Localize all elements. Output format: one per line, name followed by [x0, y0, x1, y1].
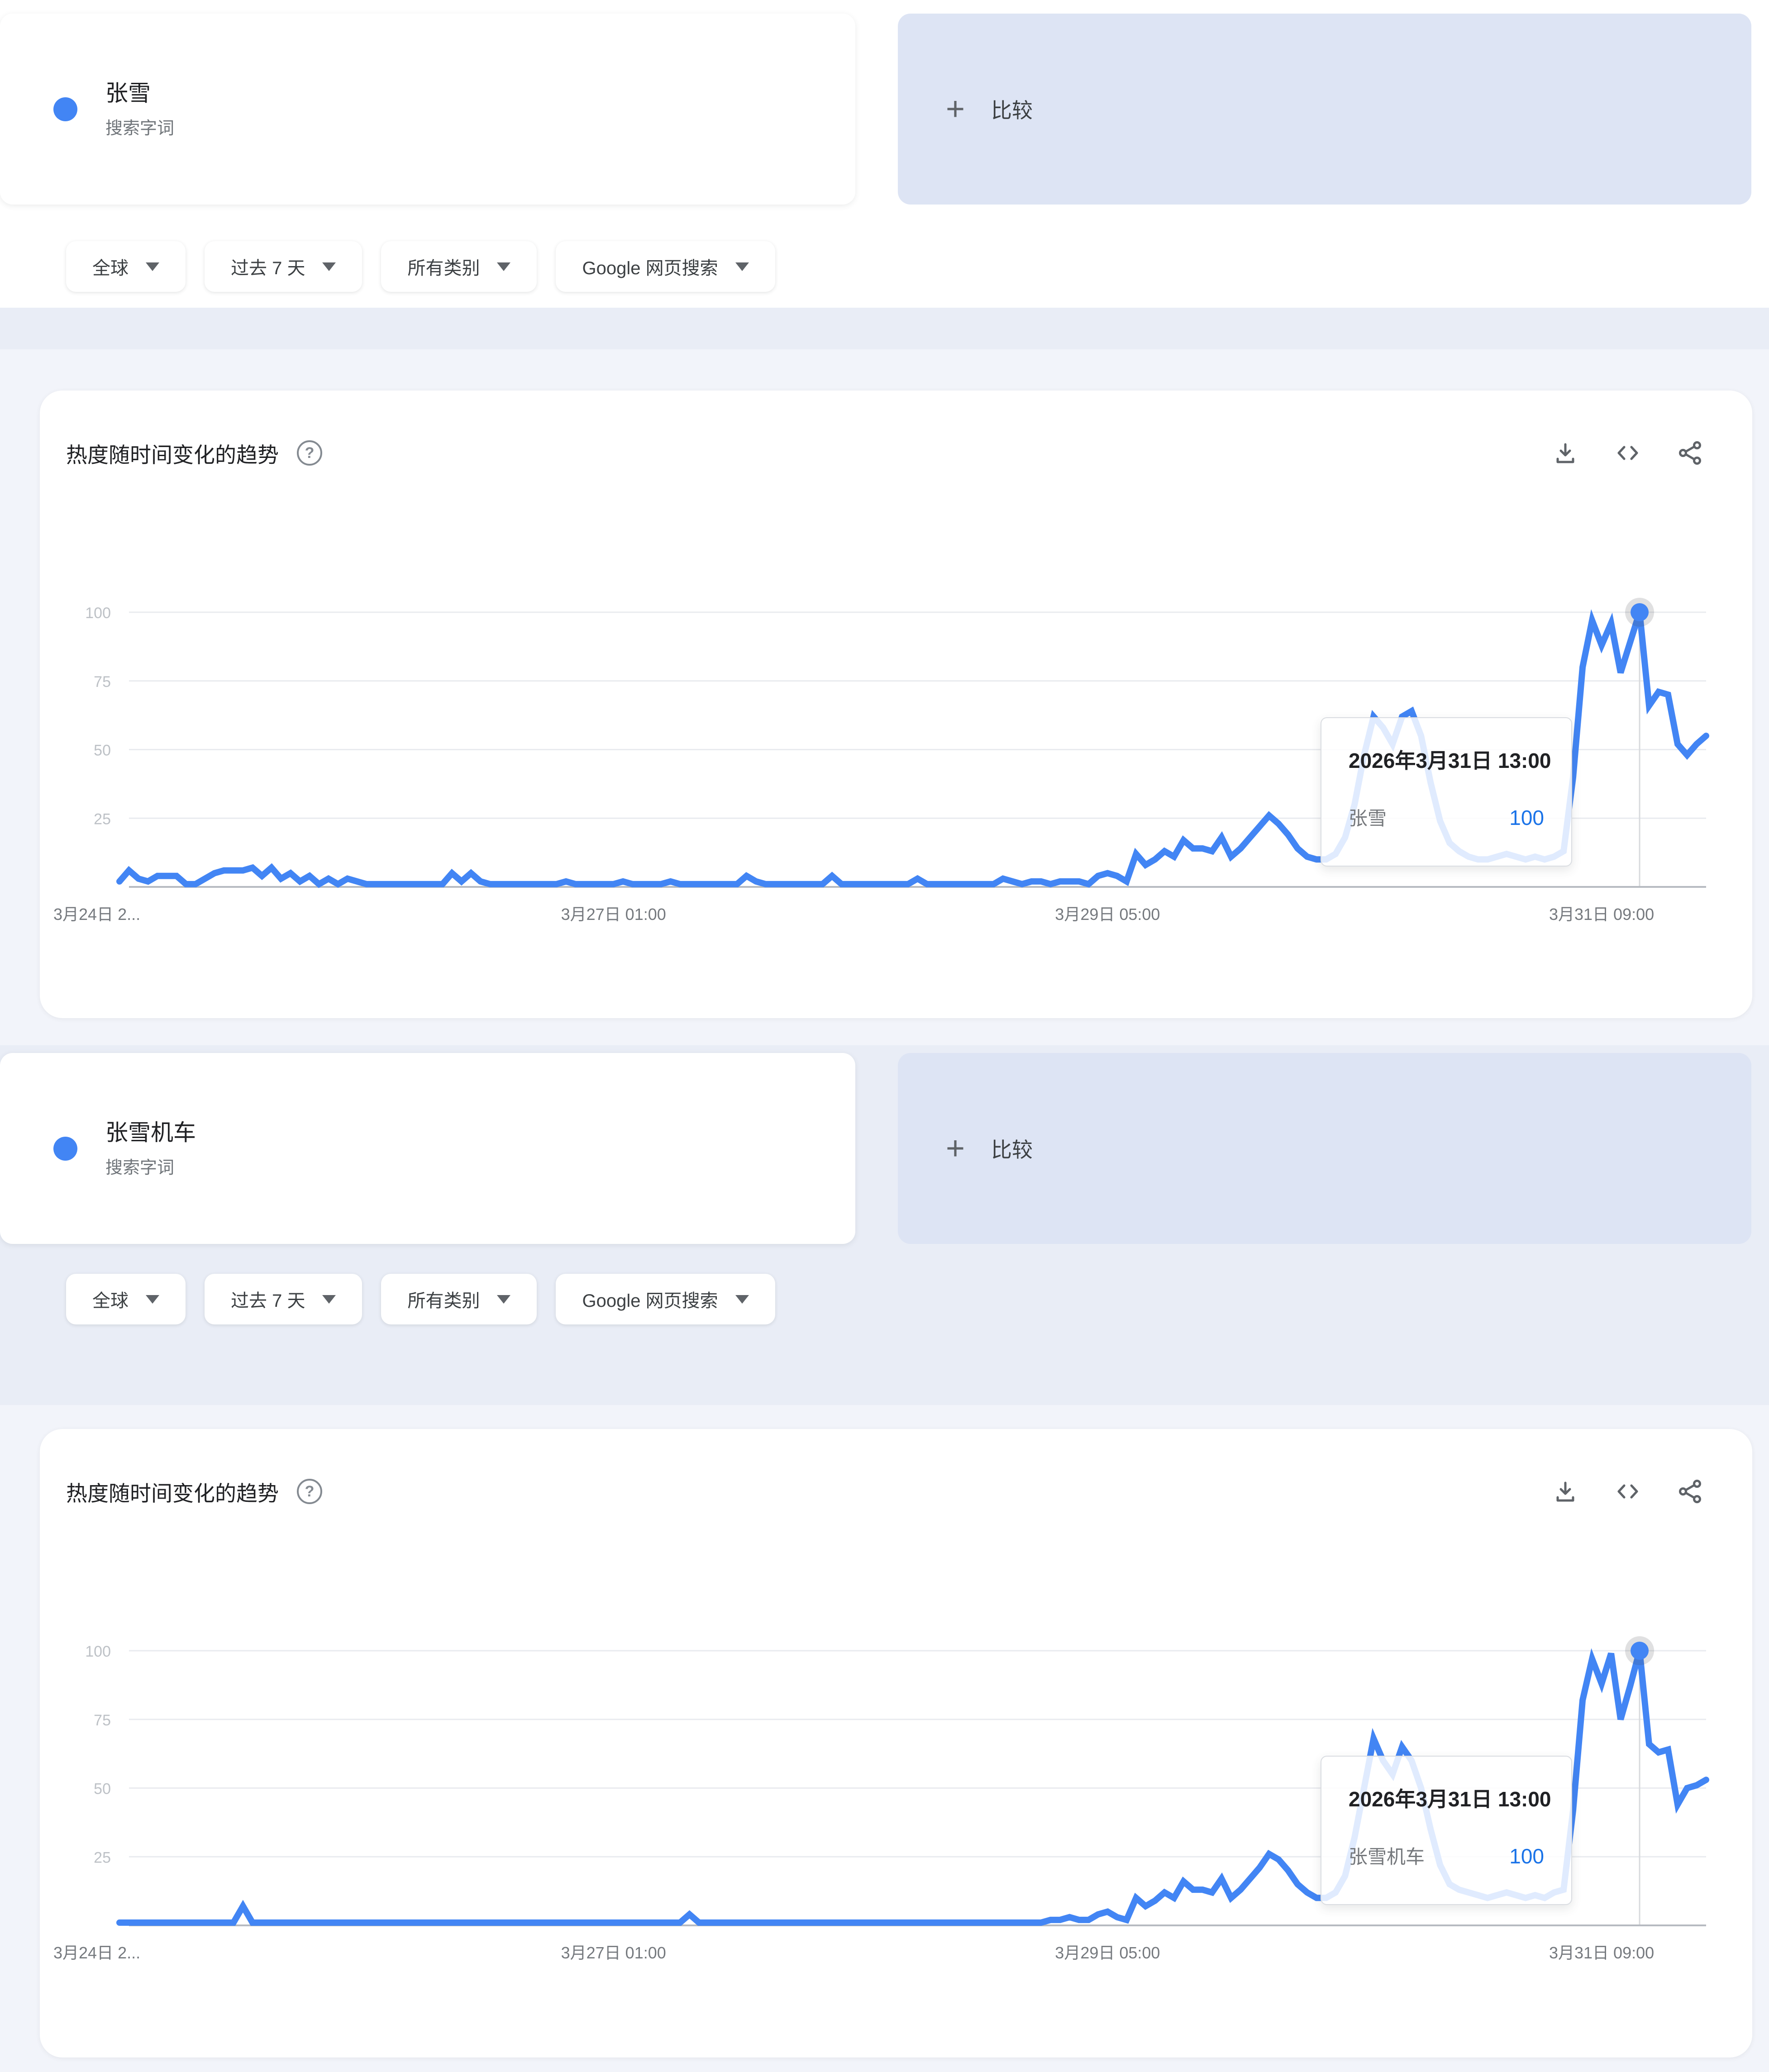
term-title: 张雪机车: [105, 1120, 196, 1146]
chart-title: 热度随时间变化的趋势: [66, 443, 279, 467]
svg-text:3月24日 2...: 3月24日 2...: [53, 1943, 140, 1962]
tooltip-term: 张雪: [1349, 808, 1387, 829]
chart-title: 热度随时间变化的趋势: [66, 1481, 279, 1505]
chart-tooltip: 2026年3月31日 13:00 张雪 100: [1321, 717, 1572, 867]
category-filter-label: 所有类别: [407, 258, 480, 278]
chevron-down-icon: [322, 1295, 336, 1304]
time-filter-dropdown[interactable]: 过去 7 天: [205, 1274, 362, 1324]
help-icon[interactable]: ?: [297, 1479, 322, 1504]
geo-filter-label: 全球: [92, 258, 129, 278]
share-icon[interactable]: [1678, 1479, 1702, 1504]
svg-text:100: 100: [85, 605, 111, 622]
tooltip-value: 100: [1509, 1844, 1544, 1868]
tooltip-term: 张雪机车: [1349, 1846, 1425, 1867]
svg-text:75: 75: [94, 1712, 111, 1729]
share-icon[interactable]: [1678, 441, 1702, 465]
interest-over-time-card-2: 100 75 50 25 3月24日 2... 3月27日 01:00 3月29日 05:0…: [40, 1429, 1752, 2058]
time-filter-dropdown[interactable]: 过去 7 天: [205, 241, 362, 292]
embed-icon[interactable]: [1616, 441, 1640, 465]
category-filter-label: 所有类别: [407, 1291, 480, 1311]
svg-text:3月27日 01:00: 3月27日 01:00: [561, 1943, 666, 1962]
add-comparison-button[interactable]: + 比较: [898, 1053, 1751, 1244]
embed-icon[interactable]: [1616, 1479, 1640, 1504]
term-card-zhangxue-jiche[interactable]: 张雪机车 搜索字词: [0, 1053, 855, 1244]
tooltip-date: 2026年3月31日 13:00: [1349, 1787, 1551, 1811]
chart-actions: [1553, 441, 1702, 465]
download-icon[interactable]: [1553, 1479, 1578, 1504]
time-filter-label: 过去 7 天: [231, 1291, 305, 1311]
chevron-down-icon: [322, 262, 336, 271]
filter-row-2: 全球 过去 7 天 所有类别 Google 网页搜索: [66, 1274, 775, 1324]
svg-text:25: 25: [94, 1849, 111, 1866]
svg-text:3月27日 01:00: 3月27日 01:00: [561, 905, 666, 924]
search-type-filter-label: Google 网页搜索: [582, 258, 718, 278]
chevron-down-icon: [146, 262, 159, 271]
time-filter-label: 过去 7 天: [231, 258, 305, 278]
chevron-down-icon: [735, 1295, 749, 1304]
svg-text:3月29日 05:00: 3月29日 05:00: [1055, 905, 1160, 924]
svg-text:50: 50: [94, 1781, 111, 1798]
interest-over-time-chart[interactable]: 100 75 50 25 3月24日 2... 3月27日 01:00 3月29日 05:0…: [40, 391, 1752, 1018]
term-color-dot: [53, 97, 77, 121]
interest-over-time-card-1: 100 75 50 25 3月24日 2... 3月27日 01:00 3月29日 05:0…: [40, 391, 1752, 1018]
chart-actions: [1553, 1479, 1702, 1504]
svg-text:3月31日 09:00: 3月31日 09:00: [1549, 1943, 1654, 1962]
chevron-down-icon: [497, 262, 511, 271]
compare-label: 比较: [991, 99, 1033, 122]
category-filter-dropdown[interactable]: 所有类别: [381, 241, 537, 292]
geo-filter-label: 全球: [92, 1291, 129, 1311]
term-subtitle: 搜索字词: [105, 1158, 175, 1177]
svg-text:100: 100: [85, 1643, 111, 1660]
tooltip-date: 2026年3月31日 13:00: [1349, 749, 1551, 772]
svg-text:3月31日 09:00: 3月31日 09:00: [1549, 905, 1654, 924]
term-color-dot: [53, 1136, 77, 1161]
svg-text:25: 25: [94, 810, 111, 828]
chart-tooltip: 2026年3月31日 13:00 张雪机车 100: [1321, 1756, 1572, 1905]
chevron-down-icon: [497, 1295, 511, 1304]
chart-header: 热度随时间变化的趋势 ?: [66, 1472, 1702, 1510]
chevron-down-icon: [735, 262, 749, 271]
category-filter-dropdown[interactable]: 所有类别: [381, 1274, 537, 1324]
chart-header: 热度随时间变化的趋势 ?: [66, 434, 1702, 472]
filter-row-1: 全球 过去 7 天 所有类别 Google 网页搜索: [66, 241, 775, 292]
geo-filter-dropdown[interactable]: 全球: [66, 1274, 186, 1324]
plus-icon: +: [946, 1130, 965, 1167]
download-icon[interactable]: [1553, 441, 1578, 465]
geo-filter-dropdown[interactable]: 全球: [66, 241, 186, 292]
add-comparison-button[interactable]: + 比较: [898, 14, 1751, 205]
svg-text:50: 50: [94, 742, 111, 759]
search-type-filter-dropdown[interactable]: Google 网页搜索: [556, 1274, 775, 1324]
compare-label: 比较: [991, 1138, 1033, 1162]
interest-over-time-chart[interactable]: 100 75 50 25 3月24日 2... 3月27日 01:00 3月29日 05:0…: [40, 1429, 1752, 2057]
search-type-filter-dropdown[interactable]: Google 网页搜索: [556, 241, 775, 292]
plus-icon: +: [946, 91, 965, 127]
term-subtitle: 搜索字词: [105, 119, 175, 138]
term-card-zhangxue[interactable]: 张雪 搜索字词: [0, 14, 855, 205]
tooltip-value: 100: [1509, 806, 1544, 829]
svg-text:3月24日 2...: 3月24日 2...: [53, 905, 140, 924]
help-icon[interactable]: ?: [297, 440, 322, 466]
svg-text:3月29日 05:00: 3月29日 05:00: [1055, 1943, 1160, 1962]
search-type-filter-label: Google 网页搜索: [582, 1291, 718, 1311]
chevron-down-icon: [146, 1295, 159, 1304]
term-title: 张雪: [105, 81, 151, 106]
divider-band-1: [0, 308, 1769, 349]
svg-text:75: 75: [94, 673, 111, 691]
